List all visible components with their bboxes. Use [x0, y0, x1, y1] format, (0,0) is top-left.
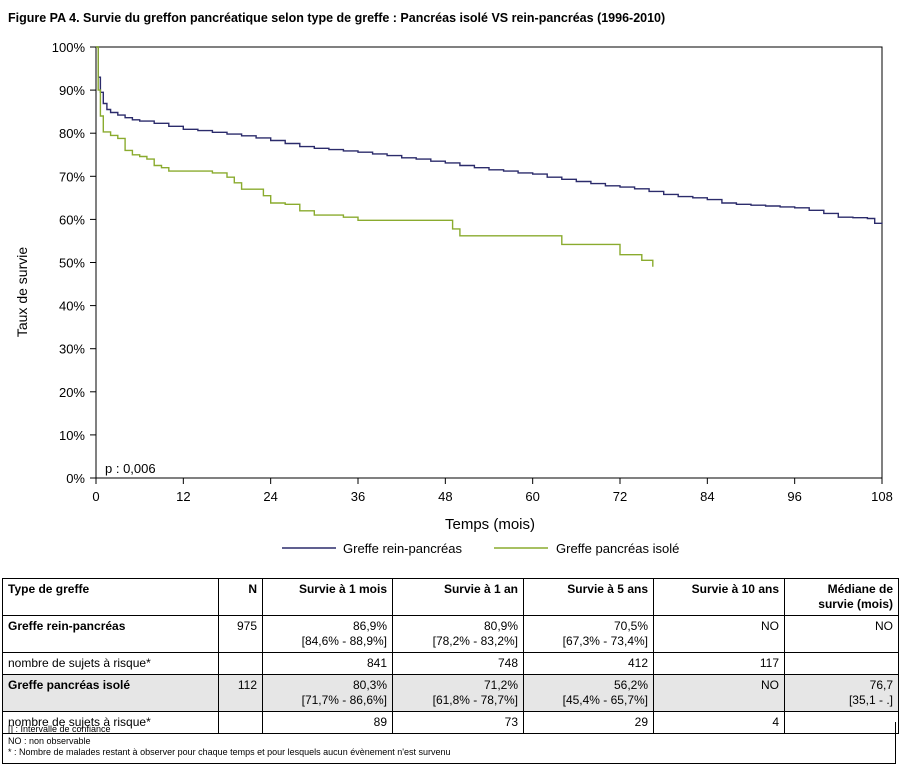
cell-median	[784, 652, 899, 675]
cell-5-years: 29	[523, 711, 654, 734]
cell-median: 76,7 [35,1 - .]	[784, 674, 899, 712]
note-no: NO : non observable	[8, 735, 91, 746]
p-value-annotation: p : 0,006	[105, 461, 156, 476]
y-tick-label: 40%	[59, 299, 85, 314]
cell-1-year: 80,9% [78,2% - 83,2%]	[392, 615, 524, 653]
header-type: Type de greffe	[2, 578, 219, 616]
header-1-year: Survie à 1 an	[392, 578, 524, 616]
y-tick-label: 30%	[59, 342, 85, 357]
y-tick-label: 50%	[59, 256, 85, 271]
note-ci: [] : Intervalle de confiance	[8, 724, 111, 734]
y-tick-label: 0%	[66, 471, 85, 486]
cell-1-month: 80,3% [71,7% - 86,6%]	[262, 674, 393, 712]
cell-n	[218, 652, 263, 675]
series-lines	[96, 46, 883, 267]
survival-chart: 0% 10% 20% 30% 40% 50% 60% 70% 80% 90% 100% 0 12 24 3…	[14, 40, 893, 556]
figure-title: Figure PA 4. Survie du greffon pancréati…	[8, 11, 666, 25]
table-row: Greffe pancréas isolé 112 80,3% [71,7% - …	[2, 674, 899, 712]
table-notes: [] : Intervalle de confiance NO : non ob…	[2, 722, 896, 764]
note-at-risk: * : Nombre de malades restant à observer…	[8, 747, 451, 757]
cell-10-years: 117	[653, 652, 785, 675]
cell-n: 975	[218, 615, 263, 653]
x-tick-label: 0	[92, 489, 99, 504]
x-tick-label: 108	[871, 489, 893, 504]
y-tick-label: 100%	[52, 40, 86, 55]
cell-1-month: 86,9% [84,6% - 88,9%]	[262, 615, 393, 653]
y-tick-label: 60%	[59, 212, 85, 227]
y-tick-label: 80%	[59, 126, 85, 141]
survival-table: Type de greffe N Survie à 1 mois Survie …	[2, 578, 899, 734]
header-n: N	[218, 578, 263, 616]
cell-5-years: 412	[523, 652, 654, 675]
cell-1-year: 748	[392, 652, 524, 675]
row-label: Greffe pancréas isolé	[2, 674, 219, 712]
cell-10-years: NO	[653, 615, 785, 653]
legend-label-pancreas-isole: Greffe pancréas isolé	[556, 541, 679, 556]
cell-median	[784, 711, 899, 734]
x-tick-label: 72	[613, 489, 627, 504]
x-tick-label: 24	[263, 489, 277, 504]
y-tick-label: 70%	[59, 169, 85, 184]
x-axis: 0 12 24 36 48 60 72 84 96 108	[92, 478, 893, 504]
legend-label-rein-pancreas: Greffe rein-pancréas	[343, 541, 462, 556]
y-axis-title: Taux de survie	[14, 247, 30, 337]
cell-5-years: 56,2% [45,4% - 65,7%]	[523, 674, 654, 712]
series-line-rein-pancreas	[96, 46, 883, 224]
y-tick-label: 90%	[59, 83, 85, 98]
table-row: Greffe rein-pancréas 975 86,9% [84,6% - 8…	[2, 615, 899, 653]
header-10-years: Survie à 10 ans	[653, 578, 785, 616]
row-label: nombre de sujets à risque*	[2, 711, 219, 734]
cell-median: NO	[784, 615, 899, 653]
x-tick-label: 84	[700, 489, 714, 504]
cell-1-month: 89	[262, 711, 393, 734]
x-tick-label: 96	[787, 489, 801, 504]
row-label: Greffe rein-pancréas	[2, 615, 219, 653]
header-1-month: Survie à 1 mois	[262, 578, 393, 616]
cell-10-years: 4	[653, 711, 785, 734]
row-label: nombre de sujets à risque*	[2, 652, 219, 675]
y-tick-label: 10%	[59, 428, 85, 443]
table-row: nombre de sujets à risque* 841 748 412 1…	[2, 652, 899, 675]
cell-10-years: NO	[653, 674, 785, 712]
y-axis: 0% 10% 20% 30% 40% 50% 60% 70% 80% 90% 100%	[52, 40, 96, 486]
plot-frame	[95, 46, 883, 479]
cell-1-month: 841	[262, 652, 393, 675]
x-axis-title: Temps (mois)	[445, 516, 535, 533]
header-median: Médiane de survie (mois)	[784, 578, 899, 616]
series-line-pancreas-isole	[96, 46, 654, 267]
table-row: nombre de sujets à risque* 89 73 29 4	[2, 711, 899, 734]
x-tick-label: 60	[525, 489, 539, 504]
x-tick-label: 36	[351, 489, 365, 504]
table-header-row: Type de greffe N Survie à 1 mois Survie …	[2, 578, 899, 616]
cell-1-year: 73	[392, 711, 524, 734]
y-tick-label: 20%	[59, 385, 85, 400]
cell-n: 112	[218, 674, 263, 712]
x-tick-label: 12	[176, 489, 190, 504]
header-5-years: Survie à 5 ans	[523, 578, 654, 616]
cell-1-year: 71,2% [61,8% - 78,7%]	[392, 674, 524, 712]
legend: Greffe rein-pancréas Greffe pancréas iso…	[282, 541, 679, 556]
x-tick-label: 48	[438, 489, 452, 504]
cell-5-years: 70,5% [67,3% - 73,4%]	[523, 615, 654, 653]
